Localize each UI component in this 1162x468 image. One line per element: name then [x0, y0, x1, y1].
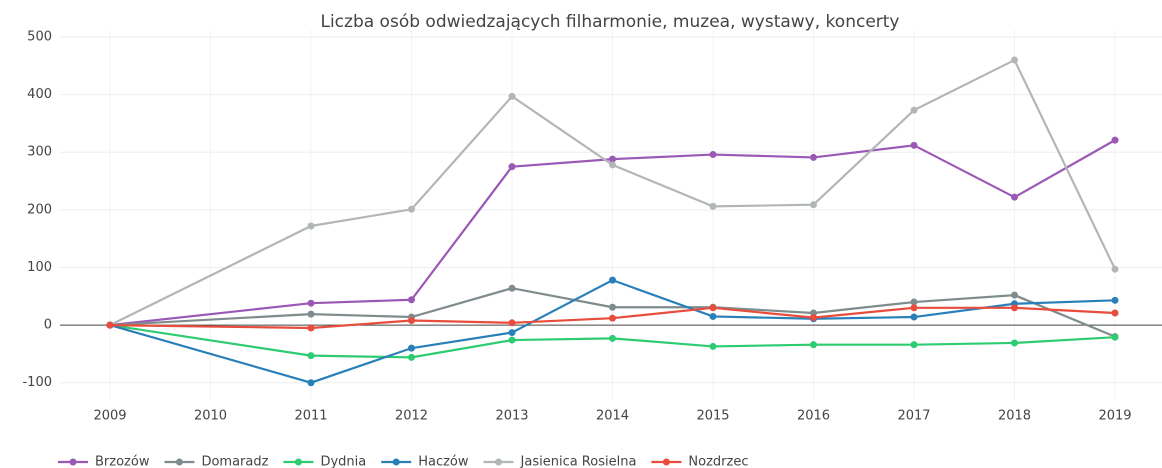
- data-point: [508, 329, 516, 337]
- data-point: [609, 276, 616, 284]
- x-tick-label: 2011: [294, 409, 327, 424]
- legend-item: Brzozów: [58, 455, 150, 468]
- data-point: [709, 202, 717, 210]
- series-line: [109, 287, 1116, 338]
- data-point: [709, 342, 717, 350]
- legend-label: Haczów: [418, 455, 469, 468]
- data-point: [810, 201, 817, 209]
- data-point: [810, 153, 817, 161]
- data-point: [1111, 296, 1119, 304]
- data-point: [910, 313, 918, 321]
- data-point: [1011, 193, 1018, 201]
- data-point: [307, 222, 315, 230]
- legend-marker: [495, 458, 503, 466]
- data-point: [810, 341, 817, 349]
- x-tick-label: 2018: [998, 409, 1031, 424]
- legend-label: Dydnia: [320, 455, 366, 468]
- data-point: [609, 303, 616, 311]
- legend-label: Brzozów: [95, 455, 150, 468]
- legend-marker: [69, 458, 77, 466]
- legend-label: Domaradz: [201, 455, 268, 468]
- data-point: [1011, 339, 1018, 347]
- data-point: [408, 205, 415, 213]
- data-point: [709, 151, 717, 159]
- data-point: [1111, 309, 1119, 317]
- y-tick-label: 100: [27, 260, 52, 275]
- legend-marker: [294, 458, 302, 466]
- data-point: [408, 344, 415, 352]
- data-point: [307, 310, 315, 318]
- data-point: [307, 379, 315, 387]
- data-point: [910, 141, 918, 149]
- legend-marker: [175, 458, 183, 466]
- data-point: [910, 106, 918, 114]
- x-tick-label: 2015: [696, 409, 729, 424]
- series-line: [109, 58, 1116, 327]
- y-tick-label: 200: [27, 202, 52, 217]
- data-point: [709, 304, 717, 312]
- series-line: [109, 324, 1116, 359]
- data-point: [408, 316, 415, 324]
- legend-item: Domaradz: [164, 455, 269, 468]
- data-point: [307, 352, 315, 360]
- legend-item: Haczów: [381, 455, 469, 468]
- y-tick-label: 0: [44, 318, 52, 333]
- x-tick-label: 2009: [93, 409, 126, 424]
- data-point: [1111, 333, 1119, 341]
- series-line: [109, 278, 1116, 384]
- data-point: [307, 299, 315, 307]
- legend-label: Nozdrzec: [688, 455, 748, 468]
- x-tick-label: 2017: [897, 409, 930, 424]
- data-point: [609, 155, 616, 163]
- data-point: [1111, 265, 1119, 273]
- data-point: [508, 319, 516, 327]
- legend-item: Jasienica Rosielna: [483, 455, 637, 468]
- chart-title: Liczba osób odwiedzających filharmonie, …: [320, 12, 899, 32]
- legend-item: Nozdrzec: [651, 455, 749, 468]
- data-point: [910, 341, 918, 349]
- data-point: [1011, 291, 1018, 299]
- data-point: [609, 161, 616, 169]
- data-point: [1011, 304, 1018, 312]
- data-point: [106, 321, 114, 329]
- legend-item: Dydnia: [283, 455, 366, 468]
- y-tick-label: 300: [27, 145, 52, 160]
- x-tick-label: 2016: [797, 409, 830, 424]
- legend-marker: [662, 458, 670, 466]
- x-tick-label: 2010: [194, 409, 227, 424]
- data-point: [609, 314, 616, 322]
- x-tick-label: 2013: [495, 409, 528, 424]
- data-point: [508, 92, 516, 100]
- y-tick-label: 500: [27, 30, 52, 45]
- data-point: [1111, 136, 1119, 144]
- data-point: [508, 336, 516, 344]
- legend-label: Jasienica Rosielna: [520, 455, 637, 468]
- data-point: [1011, 56, 1018, 64]
- data-point: [810, 314, 817, 322]
- data-point: [408, 353, 415, 361]
- x-tick-label: 2014: [596, 409, 629, 424]
- x-tick-label: 2019: [1098, 409, 1131, 424]
- data-point: [508, 163, 516, 171]
- x-tick-label: 2012: [395, 409, 428, 424]
- series-line: [109, 306, 1116, 330]
- legend-marker: [392, 458, 400, 466]
- y-tick-label: -100: [22, 375, 52, 390]
- y-tick-label: 400: [27, 87, 52, 102]
- data-point: [910, 298, 918, 306]
- data-point: [408, 296, 415, 304]
- data-point: [307, 324, 315, 332]
- series-line: [109, 139, 1116, 327]
- data-point: [508, 284, 516, 292]
- data-point: [709, 312, 717, 320]
- data-point: [609, 334, 616, 342]
- data-point: [910, 304, 918, 312]
